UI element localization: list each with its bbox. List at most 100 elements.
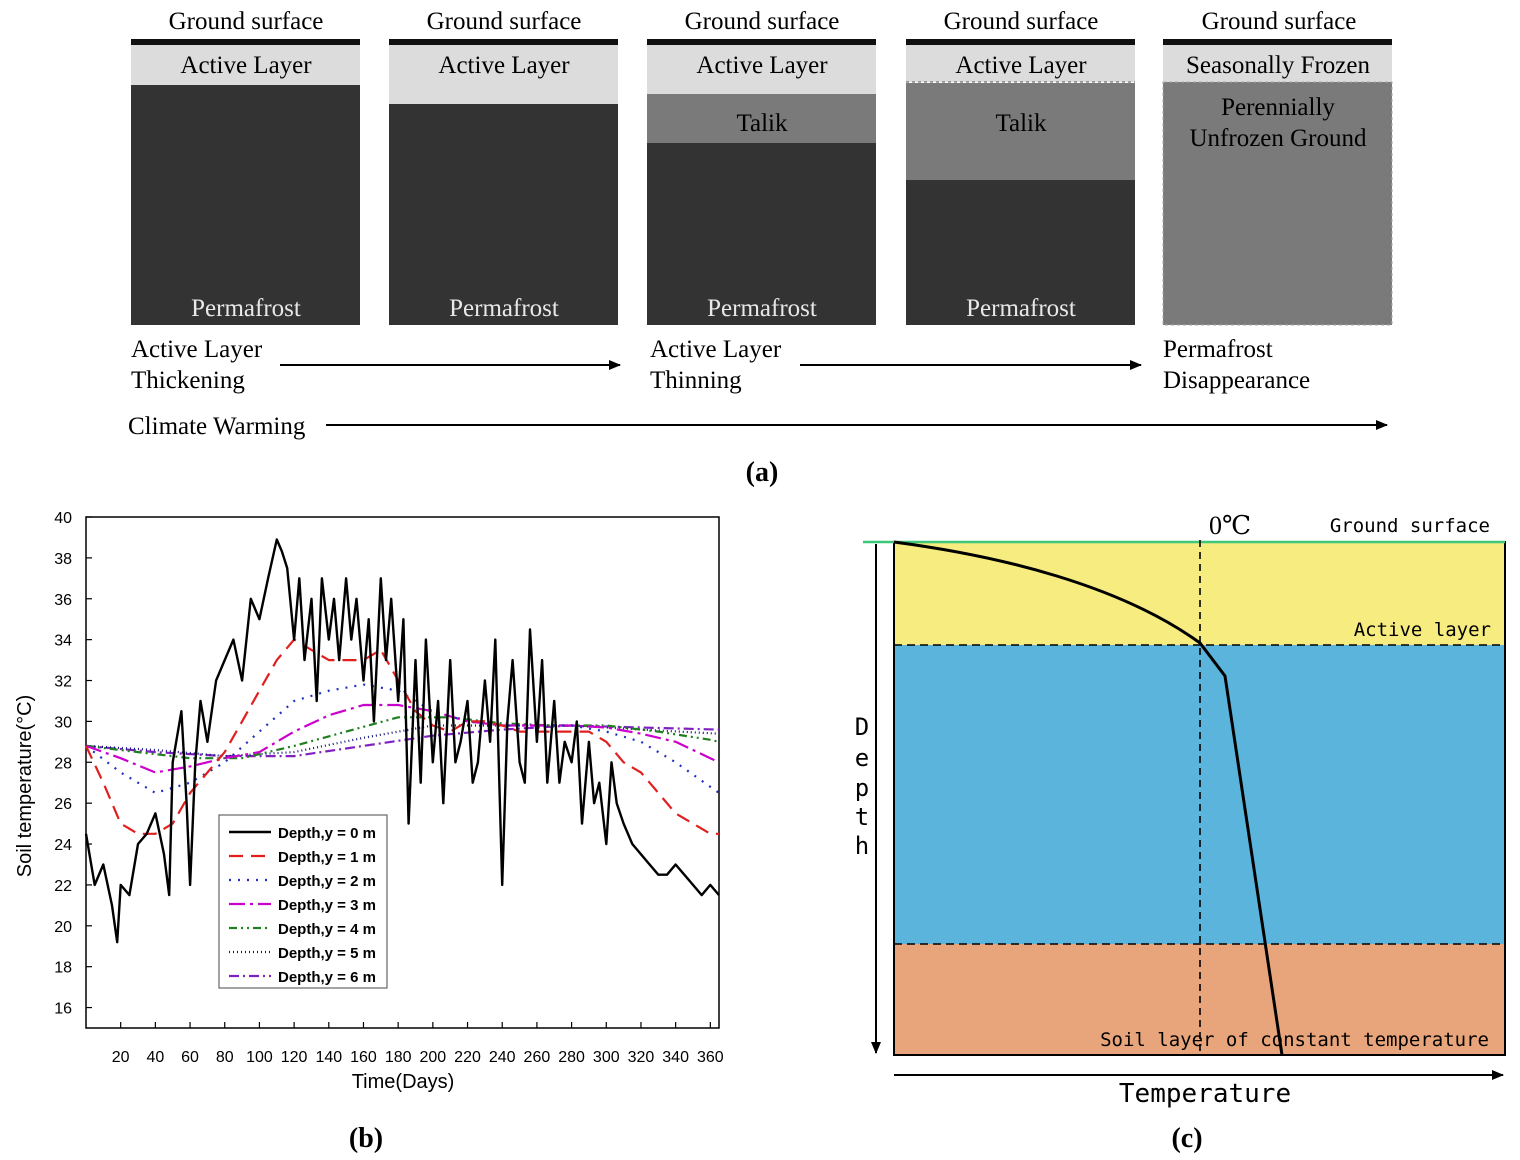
active-layer-block (389, 45, 618, 104)
y-tick-label: 38 (54, 551, 72, 568)
active-layer-block (906, 45, 1135, 82)
talik-label: Talik (736, 110, 788, 137)
y-tick-label: 28 (54, 755, 72, 772)
ground-surface-label: Ground surface (944, 8, 1099, 35)
y-tick-label: 36 (54, 592, 72, 609)
depth-letter: D (855, 713, 869, 741)
x-tick-label: 320 (628, 1049, 655, 1066)
permafrost-block (389, 104, 618, 325)
surface-bar (389, 39, 618, 45)
x-tick-label: 60 (181, 1049, 199, 1066)
unfrozen-label-line2: Unfrozen Ground (1189, 125, 1367, 152)
y-tick-label: 32 (54, 674, 72, 691)
y-tick-label: 30 (54, 714, 72, 731)
panel-a-label: (a) (746, 457, 779, 488)
active-layer-label: Active Layer (696, 52, 828, 79)
permafrost-label: Permafrost (449, 295, 559, 322)
ground-surface-label: Ground surface (427, 8, 582, 35)
surface-bar (906, 39, 1135, 45)
permafrost-block (647, 143, 876, 325)
stage2-line1: Active Layer (650, 336, 782, 363)
x-tick-label: 280 (558, 1049, 585, 1066)
x-tick-label: 360 (697, 1049, 724, 1066)
active-layer-label: Active Layer (955, 52, 1087, 79)
y-axis: 16 18 20 22 24 26 28 30 32 34 36 38 40 (54, 510, 92, 1018)
column-5: Ground surface Seasonally Frozen Perenni… (1162, 8, 1393, 326)
legend-box (218, 814, 388, 989)
unfrozen-label-line1: Perennially (1221, 94, 1335, 121)
x-tick-label: 160 (350, 1049, 377, 1066)
x-tick-label: 340 (662, 1049, 689, 1066)
y-tick-label: 22 (54, 878, 72, 895)
permafrost-label: Permafrost (966, 295, 1076, 322)
depth-letter: h (855, 832, 869, 860)
series-line (85, 716, 720, 760)
ground-surface-label: Ground surface (685, 8, 840, 35)
zero-celsius-label: 0℃ (1209, 511, 1251, 540)
talik-block (906, 83, 1135, 180)
x-tick-label: 40 (146, 1049, 164, 1066)
active-layer-block (131, 45, 360, 85)
panel-c: 0℃ Ground surface Active layer Soil laye… (855, 511, 1506, 1154)
chart-frame (85, 516, 720, 1029)
panel-a: Ground surface Active Layer Permafrost G… (128, 8, 1393, 488)
surface-bar (1163, 39, 1392, 45)
permafrost-label: Permafrost (191, 295, 301, 322)
stage1-line2: Thickening (131, 367, 245, 394)
ground-surface-label: Ground surface (1330, 515, 1490, 537)
unfrozen-ground-block (1162, 81, 1393, 326)
x-axis-title: Time(Days) (352, 1071, 455, 1093)
column-3: Ground surface Active Layer Talik Permaf… (647, 8, 876, 325)
y-tick-label: 40 (54, 510, 72, 527)
series-line (84, 538, 720, 944)
column-2: Ground surface Active Layer Permafrost (389, 8, 618, 325)
surface-bar (131, 39, 360, 45)
ground-surface-label: Ground surface (169, 8, 324, 35)
active-layer-label: Active Layer (180, 52, 312, 79)
legend: Depth,y = 0 m Depth,y = 1 m Depth,y = 2 m D… (218, 814, 388, 989)
x-tick-label: 260 (524, 1049, 551, 1066)
depth-label: D e p t h (855, 713, 869, 860)
legend-entry: Depth,y = 5 m (278, 945, 376, 962)
x-axis: 20 40 60 80 100 120 140 160 180 200 220 240 260 280 30… (112, 1022, 724, 1066)
column-4: Ground surface Active Layer Talik Permaf… (906, 8, 1135, 325)
x-tick-label: 120 (281, 1049, 308, 1066)
legend-entry: Depth,y = 4 m (278, 921, 376, 938)
x-tick-label: 220 (454, 1049, 481, 1066)
stage3-line2: Disappearance (1163, 367, 1310, 394)
plot-area (84, 538, 720, 944)
panel-b: 16 18 20 22 24 26 28 30 32 34 36 38 40 20 40 60 80 100 12… (14, 510, 724, 1154)
temperature-label: Temperature (1119, 1079, 1291, 1109)
x-tick-label: 20 (112, 1049, 130, 1066)
series-line (85, 683, 720, 795)
permafrost-block (131, 85, 360, 325)
y-tick-label: 34 (54, 633, 72, 650)
x-tick-label: 100 (246, 1049, 273, 1066)
x-tick-label: 180 (385, 1049, 412, 1066)
x-tick-label: 200 (419, 1049, 446, 1066)
legend-entry: Depth,y = 6 m (278, 969, 376, 986)
seasonally-frozen-label: Seasonally Frozen (1186, 52, 1370, 79)
constant-layer-label: Soil layer of constant temperature (1100, 1029, 1489, 1051)
talik-label: Talik (995, 110, 1047, 137)
active-layer-block (647, 45, 876, 94)
column-1: Ground surface Active Layer Permafrost (131, 8, 360, 325)
temperature-profile-curve (893, 540, 1284, 1056)
stage1-line1: Active Layer (131, 336, 263, 363)
panel-c-label: (c) (1171, 1123, 1202, 1154)
legend-entry: Depth,y = 1 m (278, 849, 376, 866)
x-tick-label: 140 (315, 1049, 342, 1066)
active-layer-label: Active Layer (438, 52, 570, 79)
y-tick-label: 18 (54, 960, 72, 977)
permafrost-label: Permafrost (707, 295, 817, 322)
talik-block (647, 94, 876, 143)
y-tick-label: 16 (54, 1001, 72, 1018)
y-tick-label: 24 (54, 837, 72, 854)
legend-entry: Depth,y = 2 m (278, 873, 376, 890)
climate-warming-label: Climate Warming (128, 413, 306, 440)
series-line (85, 724, 720, 758)
permafrost-block (906, 180, 1135, 325)
x-tick-label: 240 (489, 1049, 516, 1066)
panel-b-label: (b) (349, 1123, 383, 1154)
